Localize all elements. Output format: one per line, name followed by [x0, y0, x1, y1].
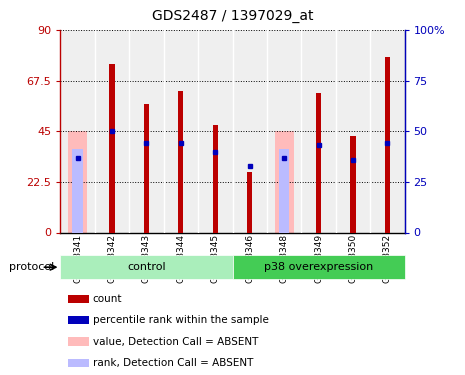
Bar — [247, 172, 252, 232]
Bar — [336, 30, 370, 232]
Bar — [275, 131, 293, 232]
Bar — [232, 30, 267, 232]
Bar — [178, 91, 184, 232]
Bar — [68, 359, 89, 367]
Bar — [370, 30, 405, 232]
Bar — [385, 57, 390, 232]
Bar — [350, 136, 356, 232]
Bar — [267, 30, 301, 232]
Text: p38 overexpression: p38 overexpression — [264, 262, 373, 272]
Text: rank, Detection Call = ABSENT: rank, Detection Call = ABSENT — [93, 358, 253, 368]
Bar — [68, 338, 89, 346]
Bar — [95, 30, 129, 232]
Bar — [129, 30, 164, 232]
Bar — [68, 316, 89, 324]
Bar — [301, 30, 336, 232]
Bar — [316, 93, 321, 232]
Bar — [73, 149, 83, 232]
Bar — [68, 294, 89, 303]
Text: GDS2487 / 1397029_at: GDS2487 / 1397029_at — [152, 9, 313, 23]
Bar — [60, 30, 95, 232]
Bar — [232, 255, 405, 279]
Bar — [144, 104, 149, 232]
Bar — [60, 255, 232, 279]
Bar — [164, 30, 198, 232]
Bar — [279, 149, 289, 232]
Text: percentile rank within the sample: percentile rank within the sample — [93, 315, 269, 325]
Text: control: control — [127, 262, 166, 272]
Text: count: count — [93, 294, 122, 304]
Bar — [68, 131, 87, 232]
Bar — [109, 64, 115, 232]
Text: protocol: protocol — [9, 262, 54, 272]
Text: value, Detection Call = ABSENT: value, Detection Call = ABSENT — [93, 336, 258, 346]
Bar — [213, 124, 218, 232]
Bar — [198, 30, 232, 232]
